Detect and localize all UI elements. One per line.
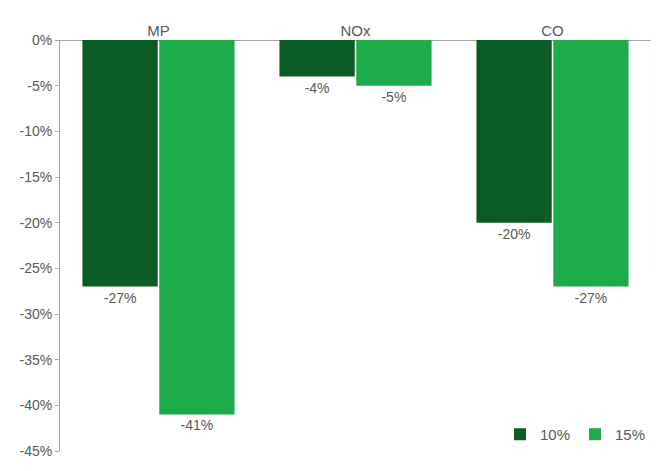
svg-text:-10%: -10% — [20, 123, 53, 139]
svg-text:-27%: -27% — [575, 290, 608, 306]
svg-text:15%: 15% — [615, 426, 645, 443]
svg-text:-25%: -25% — [20, 260, 53, 276]
svg-text:-41%: -41% — [181, 417, 214, 433]
svg-text:-4%: -4% — [305, 80, 330, 96]
svg-text:MP: MP — [147, 22, 170, 39]
svg-text:-5%: -5% — [27, 78, 52, 94]
svg-text:-5%: -5% — [381, 89, 406, 105]
svg-text:-15%: -15% — [20, 169, 53, 185]
svg-text:0%: 0% — [32, 32, 52, 48]
svg-text:-45%: -45% — [20, 443, 53, 459]
svg-text:-35%: -35% — [20, 352, 53, 368]
svg-text:10%: 10% — [540, 426, 570, 443]
svg-text:-20%: -20% — [498, 226, 531, 242]
svg-text:-40%: -40% — [20, 397, 53, 413]
svg-text:NOx: NOx — [341, 22, 372, 39]
svg-text:CO: CO — [541, 22, 564, 39]
svg-text:-30%: -30% — [20, 306, 53, 322]
svg-text:-20%: -20% — [20, 215, 53, 231]
svg-text:-27%: -27% — [104, 290, 137, 306]
